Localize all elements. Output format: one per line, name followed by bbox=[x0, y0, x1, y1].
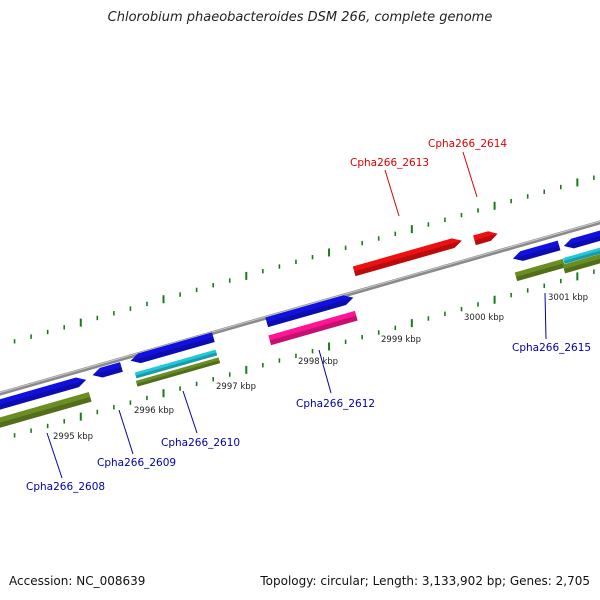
tick-marks bbox=[13, 175, 595, 438]
gene-label: Cpha266_2613 bbox=[350, 157, 429, 169]
gene-2610-cyan bbox=[134, 349, 218, 379]
gene-2612-pink bbox=[268, 310, 358, 346]
accession-text: Accession: NC_008639 bbox=[9, 574, 146, 588]
label-leader-line bbox=[384, 169, 400, 217]
map-title: Chlorobium phaeobacteroides DSM 266, com… bbox=[107, 10, 493, 25]
label-leader-line bbox=[544, 292, 547, 340]
gene-2610-blue bbox=[130, 332, 215, 364]
genome-summary-text: Topology: circular; Length: 3,133,902 bp… bbox=[260, 574, 590, 588]
gene-2615-olive bbox=[514, 258, 566, 282]
map-labels: 2995 kbp 2996 kbp 2997 kbp 2998 kbp 2999 kbp… bbox=[26, 138, 591, 493]
gene-2614-red bbox=[473, 231, 498, 246]
gene-label: Cpha266_2615 bbox=[512, 342, 591, 354]
gene-2610-olive bbox=[135, 357, 221, 387]
gene-label: Cpha266_2608 bbox=[26, 481, 105, 493]
position-label: 2996 kbp bbox=[134, 406, 174, 416]
gene-label: Cpha266_2610 bbox=[161, 437, 240, 449]
position-label: 2999 kbp bbox=[381, 335, 421, 345]
backbone-highlight bbox=[0, 220, 600, 394]
gene-2608-blue bbox=[0, 377, 87, 411]
gene-2613-red bbox=[352, 238, 462, 277]
gene-2609-blue bbox=[92, 362, 123, 378]
label-leaders bbox=[46, 151, 547, 479]
label-leader-line bbox=[318, 349, 332, 394]
gene-label: Cpha266_2609 bbox=[97, 457, 176, 469]
position-label: 3001 kbp bbox=[548, 293, 588, 303]
gene-2608-olive bbox=[0, 392, 92, 428]
gene-label: Cpha266_2612 bbox=[296, 398, 375, 410]
label-leader-line bbox=[462, 151, 478, 198]
gene-label: Cpha266_2614 bbox=[428, 138, 507, 150]
label-leader-line bbox=[118, 409, 134, 455]
position-label: 2995 kbp bbox=[53, 432, 93, 442]
position-label: 2997 kbp bbox=[216, 382, 256, 392]
gene-2612-blue bbox=[265, 295, 354, 328]
label-leader-line bbox=[182, 390, 198, 434]
label-leader-line bbox=[46, 432, 63, 479]
gene-2616-cyan bbox=[563, 246, 600, 264]
gene-2615-blue bbox=[512, 240, 561, 261]
gene-features bbox=[0, 229, 600, 428]
gene-2616-blue bbox=[563, 229, 600, 249]
gene-2616-olive bbox=[562, 252, 600, 274]
position-label: 2998 kbp bbox=[298, 357, 338, 367]
position-label: 3000 kbp bbox=[464, 313, 504, 323]
